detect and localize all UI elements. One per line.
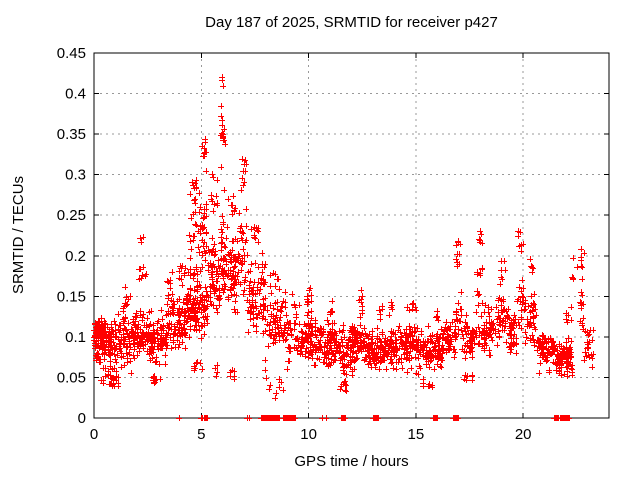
- x-tick-label: 20: [515, 426, 532, 443]
- y-tick-label: 0.15: [57, 288, 86, 305]
- y-tick-label: 0: [78, 410, 86, 427]
- x-tick-label: 15: [408, 426, 425, 443]
- y-tick-label: 0.35: [57, 126, 86, 143]
- y-tick-label: 0.45: [57, 45, 86, 62]
- chart-title: Day 187 of 2025, SRMTID for receiver p42…: [205, 14, 498, 31]
- y-tick-label: 0.3: [65, 167, 86, 184]
- x-tick-label: 0: [90, 426, 98, 443]
- y-tick-label: 0.25: [57, 207, 86, 224]
- y-tick-label: 0.05: [57, 369, 86, 386]
- tick-labels: 0 0.05 0.1 0.15 0.2 0.25 0.3 0.35 0.4 0.45 0 5 10 15 2…: [57, 45, 532, 443]
- x-tick-label: 5: [197, 426, 205, 443]
- y-tick-label: 0.2: [65, 248, 86, 265]
- x-axis-label: GPS time / hours: [294, 453, 409, 470]
- y-tick-label: 0.4: [65, 86, 86, 103]
- y-tick-label: 0.1: [65, 329, 86, 346]
- x-tick-label: 10: [300, 426, 317, 443]
- scatter-points: [91, 74, 596, 421]
- plot-border: [93, 52, 610, 419]
